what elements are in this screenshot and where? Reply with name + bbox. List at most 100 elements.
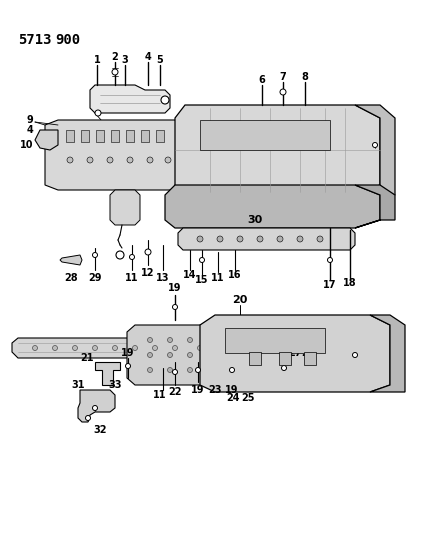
Circle shape <box>125 364 131 368</box>
Circle shape <box>196 367 200 373</box>
Text: 19: 19 <box>191 385 205 395</box>
Circle shape <box>317 236 323 242</box>
Circle shape <box>327 257 333 262</box>
Polygon shape <box>279 352 291 365</box>
Polygon shape <box>95 362 120 385</box>
Circle shape <box>217 345 223 351</box>
Polygon shape <box>178 228 355 250</box>
Circle shape <box>161 96 169 104</box>
Text: 26: 26 <box>301 348 315 358</box>
Text: 19: 19 <box>121 348 135 358</box>
Circle shape <box>167 367 172 373</box>
Circle shape <box>247 352 253 358</box>
Text: 29: 29 <box>88 273 102 283</box>
Circle shape <box>167 337 172 343</box>
Circle shape <box>86 416 90 421</box>
Circle shape <box>116 251 124 259</box>
Text: 23: 23 <box>208 385 222 395</box>
Text: 31: 31 <box>71 380 85 390</box>
Circle shape <box>208 352 212 358</box>
Circle shape <box>72 345 77 351</box>
Circle shape <box>165 157 171 163</box>
Circle shape <box>95 110 101 116</box>
Circle shape <box>228 367 232 373</box>
Polygon shape <box>355 105 395 195</box>
Text: 4: 4 <box>145 52 152 62</box>
Circle shape <box>92 406 98 410</box>
Polygon shape <box>66 130 74 142</box>
Text: 17: 17 <box>323 280 337 290</box>
Circle shape <box>130 254 134 260</box>
Text: 13: 13 <box>156 273 170 283</box>
Circle shape <box>172 369 178 375</box>
Circle shape <box>297 236 303 242</box>
Polygon shape <box>200 315 390 392</box>
Circle shape <box>148 352 152 358</box>
Text: 19: 19 <box>225 385 239 395</box>
Polygon shape <box>205 360 228 383</box>
Circle shape <box>112 69 118 75</box>
Circle shape <box>147 157 153 163</box>
Text: 11: 11 <box>211 273 225 283</box>
Polygon shape <box>60 255 82 265</box>
Circle shape <box>208 367 212 373</box>
Text: 6: 6 <box>259 75 265 85</box>
Polygon shape <box>370 315 405 392</box>
Polygon shape <box>127 325 318 385</box>
Text: 8: 8 <box>302 72 309 82</box>
Polygon shape <box>35 130 58 150</box>
Circle shape <box>247 367 253 373</box>
Circle shape <box>288 337 292 343</box>
Polygon shape <box>249 352 261 365</box>
Text: 25: 25 <box>241 393 255 403</box>
Polygon shape <box>78 390 115 422</box>
Polygon shape <box>200 120 330 150</box>
Text: 5: 5 <box>157 55 163 65</box>
Circle shape <box>288 367 292 373</box>
Circle shape <box>257 236 263 242</box>
Text: 900: 900 <box>55 33 80 47</box>
Circle shape <box>92 253 98 257</box>
Circle shape <box>217 236 223 242</box>
Polygon shape <box>126 130 134 142</box>
Polygon shape <box>12 338 235 358</box>
Circle shape <box>172 304 178 310</box>
Polygon shape <box>111 130 119 142</box>
Circle shape <box>145 249 151 255</box>
Text: 5713: 5713 <box>18 33 51 47</box>
Text: 22: 22 <box>168 387 182 397</box>
Circle shape <box>127 157 133 163</box>
Circle shape <box>268 367 273 373</box>
Text: 33: 33 <box>108 380 122 390</box>
Circle shape <box>268 352 273 358</box>
Circle shape <box>87 157 93 163</box>
Circle shape <box>187 367 193 373</box>
Text: 11: 11 <box>125 273 139 283</box>
Circle shape <box>152 345 158 351</box>
Text: 16: 16 <box>228 270 242 280</box>
Polygon shape <box>45 120 180 190</box>
Text: 20: 20 <box>232 295 248 305</box>
Text: 15: 15 <box>195 275 209 285</box>
Circle shape <box>237 236 243 242</box>
Text: 24: 24 <box>226 393 240 403</box>
Circle shape <box>187 352 193 358</box>
Circle shape <box>172 345 178 351</box>
Text: 14: 14 <box>183 270 197 280</box>
Circle shape <box>148 337 152 343</box>
Circle shape <box>167 352 172 358</box>
Circle shape <box>288 352 292 358</box>
Circle shape <box>282 366 286 370</box>
Text: 12: 12 <box>141 268 155 278</box>
Circle shape <box>67 157 73 163</box>
Circle shape <box>133 345 137 351</box>
Text: 19: 19 <box>168 283 182 293</box>
Circle shape <box>228 337 232 343</box>
Circle shape <box>197 345 202 351</box>
Circle shape <box>33 345 38 351</box>
Polygon shape <box>156 130 164 142</box>
Circle shape <box>197 236 203 242</box>
Circle shape <box>229 367 235 373</box>
Polygon shape <box>304 352 316 365</box>
Circle shape <box>113 345 118 351</box>
